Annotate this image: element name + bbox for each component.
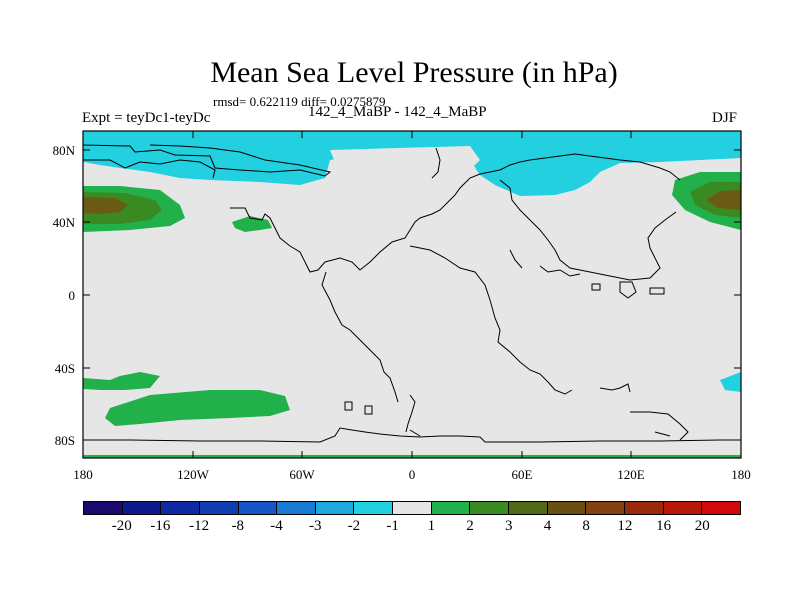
colorbar-label: -20 [111, 518, 132, 534]
colorbar-box [509, 502, 548, 514]
cyan-patch-east [720, 372, 741, 392]
colorbar-box [161, 502, 200, 514]
plot-title: Mean Sea Level Pressure (in hPa) [210, 56, 618, 89]
colorbar-box [586, 502, 625, 514]
colorbar-box [84, 502, 123, 514]
lat-label-80s: 80S [55, 433, 75, 448]
experiment-label: Expt = teyDc1-teyDc [82, 110, 211, 126]
colorbar-label: -16 [150, 518, 171, 534]
lon-label-180e: 180 [731, 467, 751, 482]
arctic-gap [330, 146, 480, 170]
continent-outlines [83, 144, 741, 443]
southern-green-1 [83, 372, 160, 390]
lon-ticks [82, 131, 742, 458]
colorbar-box [393, 502, 432, 514]
season-label: DJF [712, 110, 738, 126]
colorbar-label: 2 [466, 518, 474, 534]
lon-label-120e: 120E [617, 467, 645, 482]
colorbar-label: -12 [189, 518, 210, 534]
colorbar-box [663, 502, 703, 514]
lon-label-180w: 180 [73, 467, 93, 482]
colorbar-box [199, 502, 239, 514]
colorbar-label: 4 [543, 518, 552, 534]
colorbar-box [354, 502, 394, 514]
colorbar-label: 12 [617, 518, 633, 534]
lat-label-80n: 80N [53, 143, 76, 158]
lon-label-120w: 120W [177, 467, 210, 482]
colorbar-box [238, 502, 278, 514]
stats-label: rmsd= 0.622119 diff= 0.0275879 [213, 94, 386, 109]
lon-label-60e: 60E [512, 467, 533, 482]
npacific-east-olive [706, 190, 741, 210]
colorbar-label: -8 [231, 518, 245, 534]
lon-label-60w: 60W [289, 467, 315, 482]
lat-label-40s: 40S [55, 361, 75, 376]
colorbar-box [315, 502, 355, 514]
run-label: 142_4_MaBP - 142_4_MaBP [308, 104, 487, 120]
colorbar-box [277, 502, 316, 514]
lat-label-0: 0 [69, 288, 76, 303]
colorbar-label: -2 [347, 518, 361, 534]
colorbar-label: 3 [505, 518, 513, 534]
colorbar-label: 20 [694, 518, 710, 534]
colorbar-label: -4 [270, 518, 283, 534]
colorbar-label: -3 [308, 518, 322, 534]
colorbar-box [470, 502, 510, 514]
lon-label-0: 0 [409, 467, 416, 482]
colorbar-box [702, 502, 740, 514]
colorbar-box [431, 502, 471, 514]
colorbar-label: -1 [386, 518, 399, 534]
npacific-olive [83, 197, 128, 214]
colorbar-label: 8 [582, 518, 590, 534]
colorbar-box [624, 502, 664, 514]
colorbar-box [122, 502, 162, 514]
lat-label-40n: 40N [53, 215, 76, 230]
colorbar-label: 16 [656, 518, 672, 534]
lat-ticks [83, 149, 741, 441]
colorbar [83, 501, 741, 515]
colorbar-label: 1 [427, 518, 436, 534]
arctic-cyan-region [83, 131, 741, 196]
southern-green-2 [105, 390, 290, 426]
colorbar-box [547, 502, 587, 514]
